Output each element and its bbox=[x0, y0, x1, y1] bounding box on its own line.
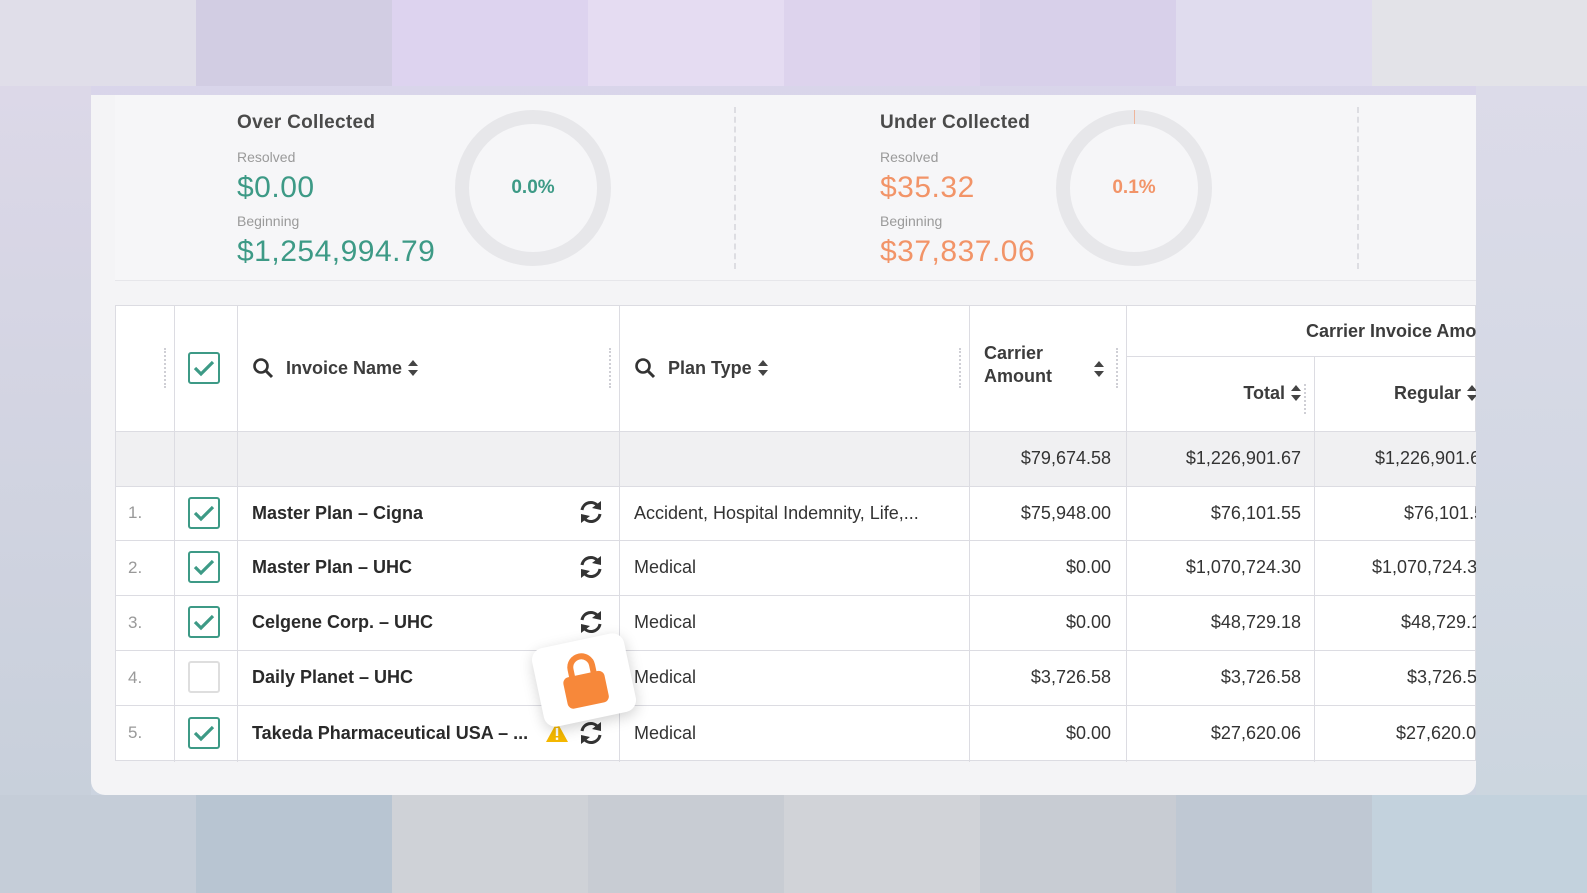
row-checkbox[interactable] bbox=[188, 661, 220, 693]
total-amount: $76,101.55 bbox=[1210, 502, 1301, 523]
regular-amount: $3,726.5 bbox=[1407, 667, 1476, 687]
invoice-name-label: Invoice Name bbox=[286, 357, 403, 378]
plan-type: Medical bbox=[634, 667, 697, 687]
lock-badge[interactable] bbox=[529, 631, 639, 729]
under-beginning-value: $37,837.06 bbox=[880, 235, 1036, 268]
under-collected-percent: 0.1% bbox=[1112, 177, 1156, 198]
regular-amount: $27,620.0 bbox=[1396, 722, 1476, 743]
carrier-amount: $3,726.58 bbox=[1030, 667, 1111, 687]
divider bbox=[734, 107, 736, 269]
total-header[interactable]: Total bbox=[1126, 380, 1301, 406]
invoice-table: Invoice Name Plan Type Carrier Amount Ca… bbox=[115, 305, 1476, 762]
plan-type: Medical bbox=[634, 557, 697, 577]
refresh-icon[interactable] bbox=[578, 720, 604, 746]
regular-amount: $48,729.1 bbox=[1401, 612, 1476, 632]
carrier-amount-total: $79,674.58 bbox=[1020, 448, 1111, 468]
total-amount: $27,620.06 bbox=[1210, 722, 1301, 743]
refresh-icon[interactable] bbox=[578, 499, 604, 525]
sort-icon[interactable] bbox=[1094, 361, 1104, 377]
plan-type-label: Plan Type bbox=[668, 357, 752, 378]
invoice-name[interactable]: Takeda Pharmaceutical USA – ... bbox=[252, 722, 529, 743]
row-checkbox[interactable] bbox=[188, 717, 220, 749]
plan-type: Accident, Hospital Indemnity, Life,... bbox=[634, 502, 919, 523]
under-collected-title: Under Collected bbox=[880, 112, 1031, 133]
row-number: 3. bbox=[128, 612, 143, 632]
total-amount: $48,729.18 bbox=[1210, 612, 1301, 632]
under-collected-donut: 0.1% bbox=[1054, 108, 1214, 268]
warning-icon[interactable] bbox=[545, 721, 569, 743]
search-icon[interactable] bbox=[252, 357, 274, 379]
sort-icon[interactable] bbox=[1291, 385, 1301, 401]
over-resolved-value: $0.00 bbox=[237, 171, 315, 204]
invoice-name-header[interactable]: Invoice Name bbox=[252, 352, 419, 384]
invoice-name[interactable]: Daily Planet – UHC bbox=[252, 667, 414, 687]
sort-icon[interactable] bbox=[1467, 385, 1476, 401]
row-number: 4. bbox=[128, 667, 143, 687]
row-number: 2. bbox=[128, 557, 143, 577]
row-checkbox[interactable] bbox=[188, 497, 220, 529]
refresh-icon[interactable] bbox=[578, 554, 604, 580]
sort-icon[interactable] bbox=[408, 360, 419, 376]
carrier-amount: $0.00 bbox=[1065, 722, 1111, 743]
totals-row bbox=[116, 431, 1476, 486]
regular-total: $1,226,901.6 bbox=[1375, 448, 1476, 468]
over-beginning-label: Beginning bbox=[237, 213, 300, 229]
under-resolved-label: Resolved bbox=[880, 149, 939, 165]
total-amount: $3,726.58 bbox=[1220, 667, 1301, 687]
carrier-amount-header[interactable]: Carrier Amount bbox=[984, 342, 1052, 392]
total-label: Total bbox=[1243, 382, 1285, 403]
total-amount: $1,070,724.30 bbox=[1185, 557, 1301, 577]
invoice-name[interactable]: Master Plan – Cigna bbox=[252, 502, 424, 523]
carrier-amount: $0.00 bbox=[1065, 557, 1111, 577]
over-resolved-label: Resolved bbox=[237, 149, 296, 165]
under-beginning-label: Beginning bbox=[880, 213, 943, 229]
divider bbox=[1357, 107, 1359, 269]
lock-icon bbox=[563, 653, 609, 709]
reconciliation-card: Over Collected Resolved $0.00 Beginning … bbox=[91, 95, 1476, 795]
carrier-amount-label-2: Amount bbox=[984, 366, 1052, 386]
invoice-name[interactable]: Celgene Corp. – UHC bbox=[252, 612, 434, 632]
invoice-name[interactable]: Master Plan – UHC bbox=[252, 557, 413, 577]
invoice-total: $1,226,901.67 bbox=[1185, 448, 1301, 468]
regular-label: Regular bbox=[1393, 382, 1461, 403]
regular-amount: $1,070,724.3 bbox=[1372, 557, 1476, 577]
regular-header[interactable]: Regular bbox=[1314, 380, 1476, 406]
carrier-amount: $75,948.00 bbox=[1020, 502, 1111, 523]
over-collected-donut: 0.0% bbox=[453, 108, 613, 268]
under-collected-panel: Under Collected Resolved $35.32 Beginnin… bbox=[735, 95, 1355, 281]
search-icon[interactable] bbox=[634, 357, 656, 379]
plan-type-header[interactable]: Plan Type bbox=[634, 352, 768, 384]
row-checkbox[interactable] bbox=[188, 551, 220, 583]
row-number: 5. bbox=[128, 723, 143, 742]
over-collected-percent: 0.0% bbox=[511, 177, 555, 198]
over-collected-panel: Over Collected Resolved $0.00 Beginning … bbox=[115, 95, 735, 281]
plan-type: Medical bbox=[634, 612, 697, 632]
row-number: 1. bbox=[128, 503, 143, 522]
sort-icon[interactable] bbox=[757, 360, 768, 376]
under-resolved-value: $35.32 bbox=[880, 171, 975, 204]
over-beginning-value: $1,254,994.79 bbox=[237, 235, 436, 268]
carrier-amount-label-1: Carrier bbox=[984, 343, 1044, 363]
over-collected-title: Over Collected bbox=[237, 112, 376, 133]
carrier-invoice-group-header: Carrier Invoice Amo bbox=[1306, 320, 1476, 341]
plan-type: Medical bbox=[634, 722, 697, 743]
collection-summary: Over Collected Resolved $0.00 Beginning … bbox=[115, 95, 1476, 281]
row-checkbox[interactable] bbox=[188, 606, 220, 638]
carrier-amount: $0.00 bbox=[1065, 612, 1111, 632]
regular-amount: $76,101.5 bbox=[1404, 502, 1476, 523]
select-all-checkbox[interactable] bbox=[188, 352, 220, 384]
refresh-icon[interactable] bbox=[578, 609, 604, 635]
